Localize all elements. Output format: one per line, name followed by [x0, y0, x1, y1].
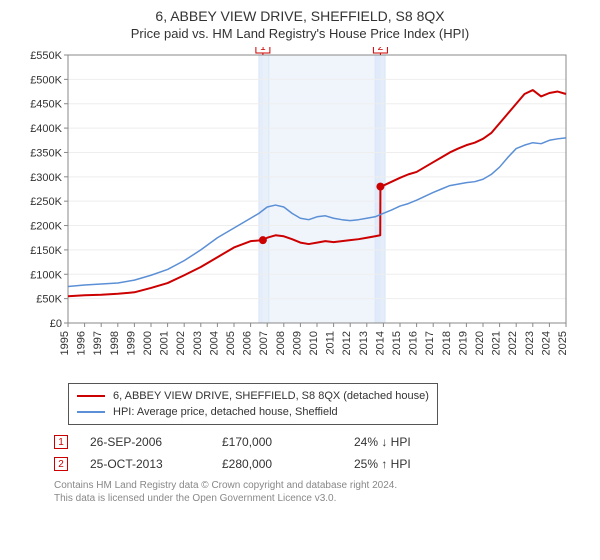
svg-text:2023: 2023 — [524, 331, 536, 355]
svg-text:2022: 2022 — [507, 331, 519, 355]
svg-text:£350K: £350K — [30, 147, 62, 159]
svg-text:£250K: £250K — [30, 196, 62, 208]
sale-row: 1 26-SEP-2006 £170,000 24% ↓ HPI — [54, 431, 586, 453]
page-title: 6, ABBEY VIEW DRIVE, SHEFFIELD, S8 8QX — [14, 8, 586, 24]
footer-line-1: Contains HM Land Registry data © Crown c… — [54, 479, 586, 492]
svg-text:2010: 2010 — [308, 331, 320, 355]
svg-text:2014: 2014 — [374, 331, 386, 355]
line-chart: £0 £50K £100K £150K £200K £250K £300K £350K £400… — [14, 47, 574, 377]
svg-text:1996: 1996 — [76, 331, 88, 355]
svg-text:£0: £0 — [50, 318, 62, 330]
sale-vs-hpi: 25% ↑ HPI — [354, 453, 464, 475]
sale-price: £280,000 — [222, 453, 332, 475]
svg-text:£50K: £50K — [36, 294, 62, 306]
svg-text:£200K: £200K — [30, 221, 62, 233]
svg-text:£100K: £100K — [30, 269, 62, 281]
legend-swatch — [77, 411, 105, 413]
sale-row: 2 25-OCT-2013 £280,000 25% ↑ HPI — [54, 453, 586, 475]
svg-text:2002: 2002 — [175, 331, 187, 355]
sale-price: £170,000 — [222, 431, 332, 453]
svg-text:2020: 2020 — [474, 331, 486, 355]
svg-text:2016: 2016 — [408, 331, 420, 355]
svg-text:2024: 2024 — [540, 331, 552, 355]
svg-text:£400K: £400K — [30, 123, 62, 135]
legend-label: 6, ABBEY VIEW DRIVE, SHEFFIELD, S8 8QX (… — [113, 388, 429, 404]
svg-text:2007: 2007 — [258, 331, 270, 355]
legend-row: HPI: Average price, detached house, Shef… — [77, 404, 429, 420]
svg-text:2009: 2009 — [291, 331, 303, 355]
svg-text:2008: 2008 — [275, 331, 287, 355]
svg-text:2004: 2004 — [208, 331, 220, 355]
svg-text:2017: 2017 — [424, 331, 436, 355]
svg-text:1998: 1998 — [109, 331, 121, 355]
sale-marker: 2 — [54, 457, 68, 471]
svg-text:1999: 1999 — [125, 331, 137, 355]
svg-text:1995: 1995 — [59, 331, 71, 355]
sale-date: 25-OCT-2013 — [90, 453, 200, 475]
svg-text:£550K: £550K — [30, 50, 62, 62]
legend: 6, ABBEY VIEW DRIVE, SHEFFIELD, S8 8QX (… — [68, 383, 438, 425]
svg-text:2: 2 — [378, 47, 384, 53]
svg-text:2012: 2012 — [341, 331, 353, 355]
footer: Contains HM Land Registry data © Crown c… — [54, 479, 586, 505]
legend-swatch — [77, 395, 105, 397]
svg-text:2000: 2000 — [142, 331, 154, 355]
chart-area: £0 £50K £100K £150K £200K £250K £300K £350K £400… — [14, 47, 586, 377]
sale-marker: 1 — [54, 435, 68, 449]
footer-line-2: This data is licensed under the Open Gov… — [54, 492, 586, 505]
svg-text:£500K: £500K — [30, 74, 62, 86]
svg-text:2013: 2013 — [358, 331, 370, 355]
svg-text:2006: 2006 — [242, 331, 254, 355]
svg-text:2019: 2019 — [457, 331, 469, 355]
page-subtitle: Price paid vs. HM Land Registry's House … — [14, 26, 586, 41]
svg-text:1997: 1997 — [92, 331, 104, 355]
svg-text:£450K: £450K — [30, 99, 62, 111]
svg-text:2003: 2003 — [192, 331, 204, 355]
svg-text:2005: 2005 — [225, 331, 237, 355]
svg-text:£150K: £150K — [30, 245, 62, 257]
svg-text:2001: 2001 — [159, 331, 171, 355]
legend-row: 6, ABBEY VIEW DRIVE, SHEFFIELD, S8 8QX (… — [77, 388, 429, 404]
svg-text:2025: 2025 — [557, 331, 569, 355]
svg-text:2011: 2011 — [325, 331, 337, 355]
svg-text:2015: 2015 — [391, 331, 403, 355]
svg-text:1: 1 — [260, 47, 266, 53]
sale-date: 26-SEP-2006 — [90, 431, 200, 453]
sale-vs-hpi: 24% ↓ HPI — [354, 431, 464, 453]
svg-text:2018: 2018 — [441, 331, 453, 355]
svg-text:£300K: £300K — [30, 172, 62, 184]
sales-table: 1 26-SEP-2006 £170,000 24% ↓ HPI 2 25-OCT-201… — [54, 431, 586, 475]
legend-label: HPI: Average price, detached house, Shef… — [113, 404, 338, 420]
svg-text:2021: 2021 — [491, 331, 503, 355]
